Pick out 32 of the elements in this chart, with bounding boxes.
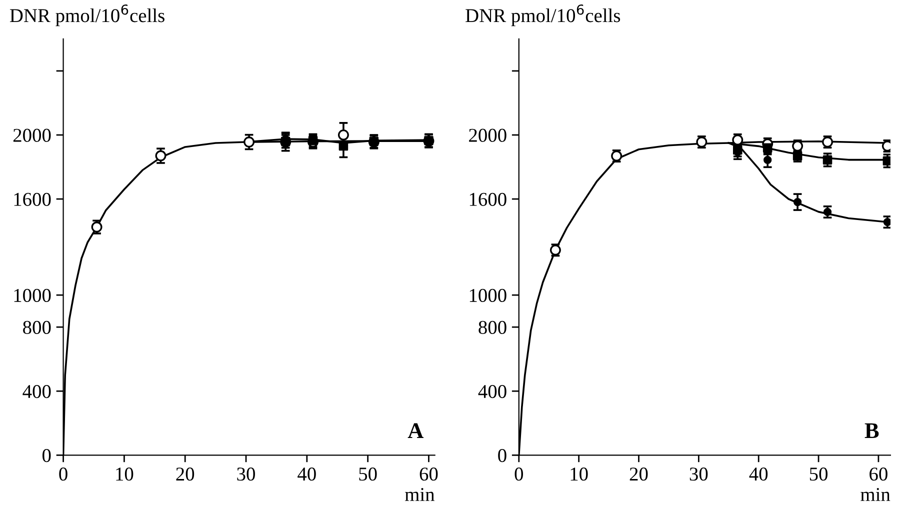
x-tick-label: 60	[420, 468, 438, 481]
x-axis-title: min	[860, 488, 890, 501]
y-tick-label: 400	[478, 384, 506, 398]
y-tick-label: 2000	[13, 128, 51, 142]
y-axis-title: DNR pmol/10$^{6}$cells	[466, 4, 620, 26]
x-tick-label: 10	[116, 468, 134, 481]
y-axis-title: DNR pmol/10$^{6}$cells	[10, 4, 164, 26]
annotation: B	[864, 423, 879, 438]
y-tick-label: 0	[42, 448, 51, 462]
x-tick-label: 50	[359, 468, 377, 481]
x-tick-label: 40	[298, 468, 316, 481]
x-tick-label: 20	[176, 468, 194, 481]
x-tick-label: 50	[810, 468, 828, 481]
y-tick-label: 1600	[470, 192, 506, 206]
annotation: A	[408, 423, 424, 438]
y-tick-label: 800	[478, 320, 506, 334]
x-tick-label: 60	[870, 468, 888, 481]
y-tick-label: 1600	[14, 192, 51, 206]
y-tick-label: 1000	[470, 288, 506, 302]
x-tick-label: 0	[59, 468, 68, 481]
x-tick-label: 20	[630, 468, 648, 481]
y-tick-label: 0	[498, 448, 506, 462]
x-tick-label: 0	[514, 468, 524, 481]
x-axis-title: min	[404, 488, 435, 501]
y-tick-label: 400	[22, 384, 51, 398]
x-tick-label: 40	[749, 468, 768, 481]
x-tick-label: 30	[690, 468, 708, 481]
x-tick-label: 30	[237, 468, 255, 481]
x-tick-label: 10	[570, 468, 588, 481]
y-tick-label: 2000	[469, 128, 506, 142]
y-tick-label: 800	[23, 320, 51, 334]
y-tick-label: 1000	[14, 288, 51, 302]
